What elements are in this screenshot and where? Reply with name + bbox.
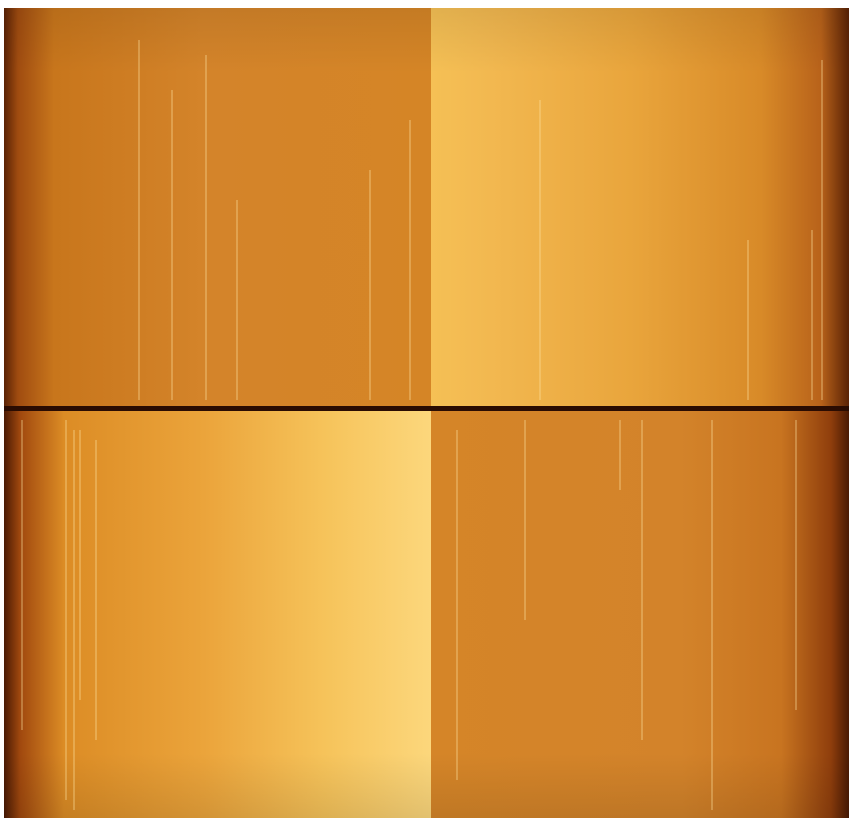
detector-image [0,0,854,820]
column-defects [0,0,854,820]
page [0,0,854,820]
